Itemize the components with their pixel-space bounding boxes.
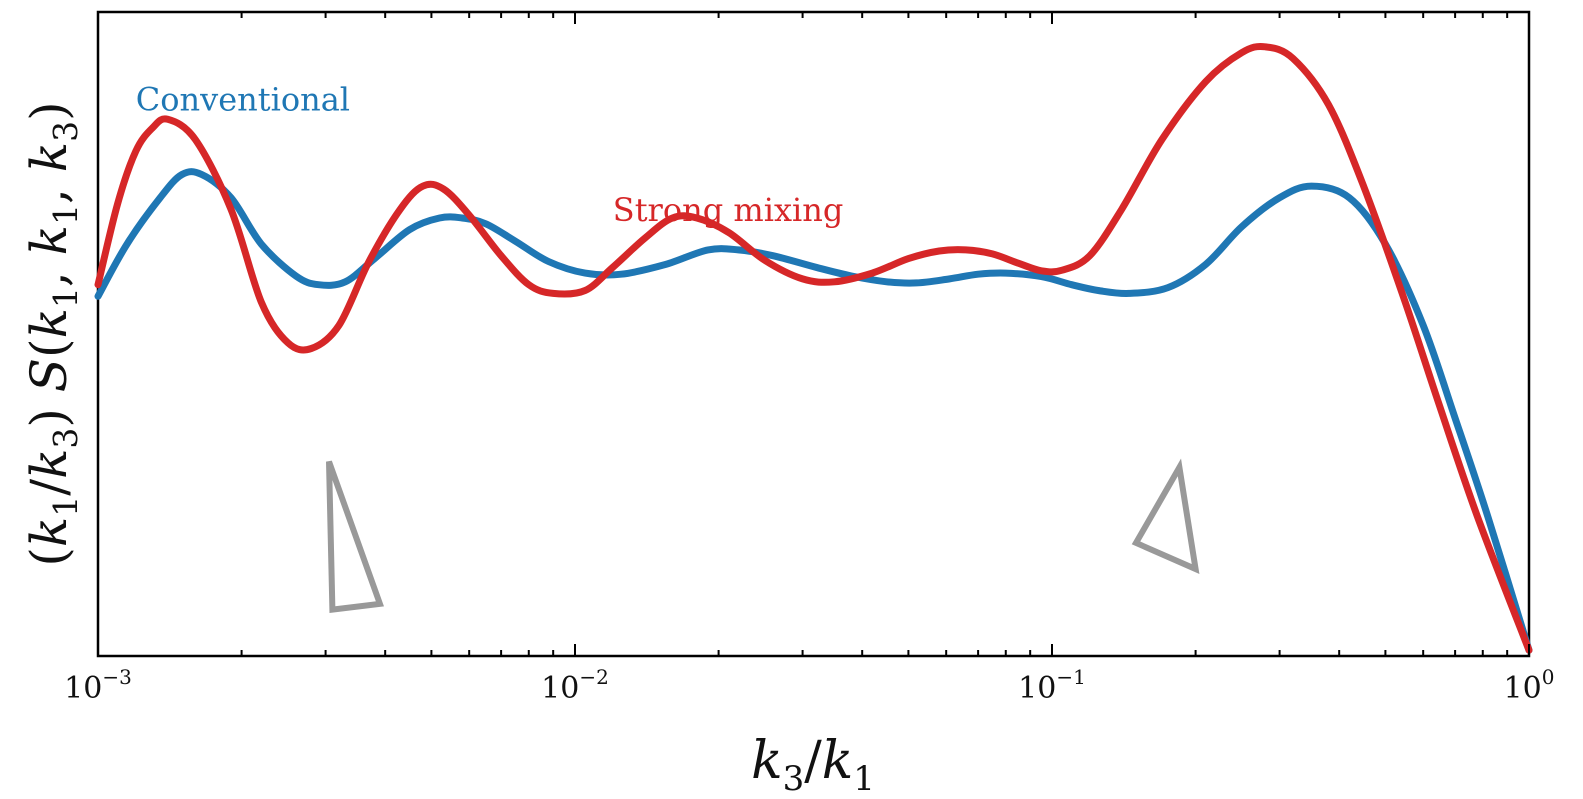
x-tick-exponent: −1 [1056,665,1085,689]
x-tick-label: 100 [1504,665,1555,706]
x-tick-exponent: −3 [102,665,131,689]
plot-frame [96,10,1531,658]
x-axis-label: k3/k1 [751,731,875,799]
x-ticks: 10−3 10−2 10−1 100 [64,12,1554,706]
x-tick-base: 10 [64,671,102,706]
series-line-conventional [94,168,1533,654]
series-labels: Conventional Strong mixing [136,81,844,229]
annotations [326,458,1200,613]
series-label-strong-mixing: Strong mixing [613,191,844,229]
x-tick-base: 10 [1504,671,1542,706]
x-tick-exponent: −2 [579,665,608,689]
x-tick-base: 10 [541,671,579,706]
x-tick-exponent: 0 [1542,665,1555,689]
y-axis-label: (k1/k3) S(k1, k1, k3) [20,101,85,566]
slope-triangle-1 [326,460,384,613]
series-line-strong-mixing [94,42,1533,654]
x-tick-label: 10−3 [64,665,132,706]
x-tick-label: 10−1 [1018,665,1086,706]
x-tick-label: 10−2 [541,665,609,706]
slope-triangle-2 [1131,458,1200,574]
series-lines [94,42,1533,654]
x-tick-base: 10 [1018,671,1056,706]
series-label-conventional: Conventional [136,81,350,119]
